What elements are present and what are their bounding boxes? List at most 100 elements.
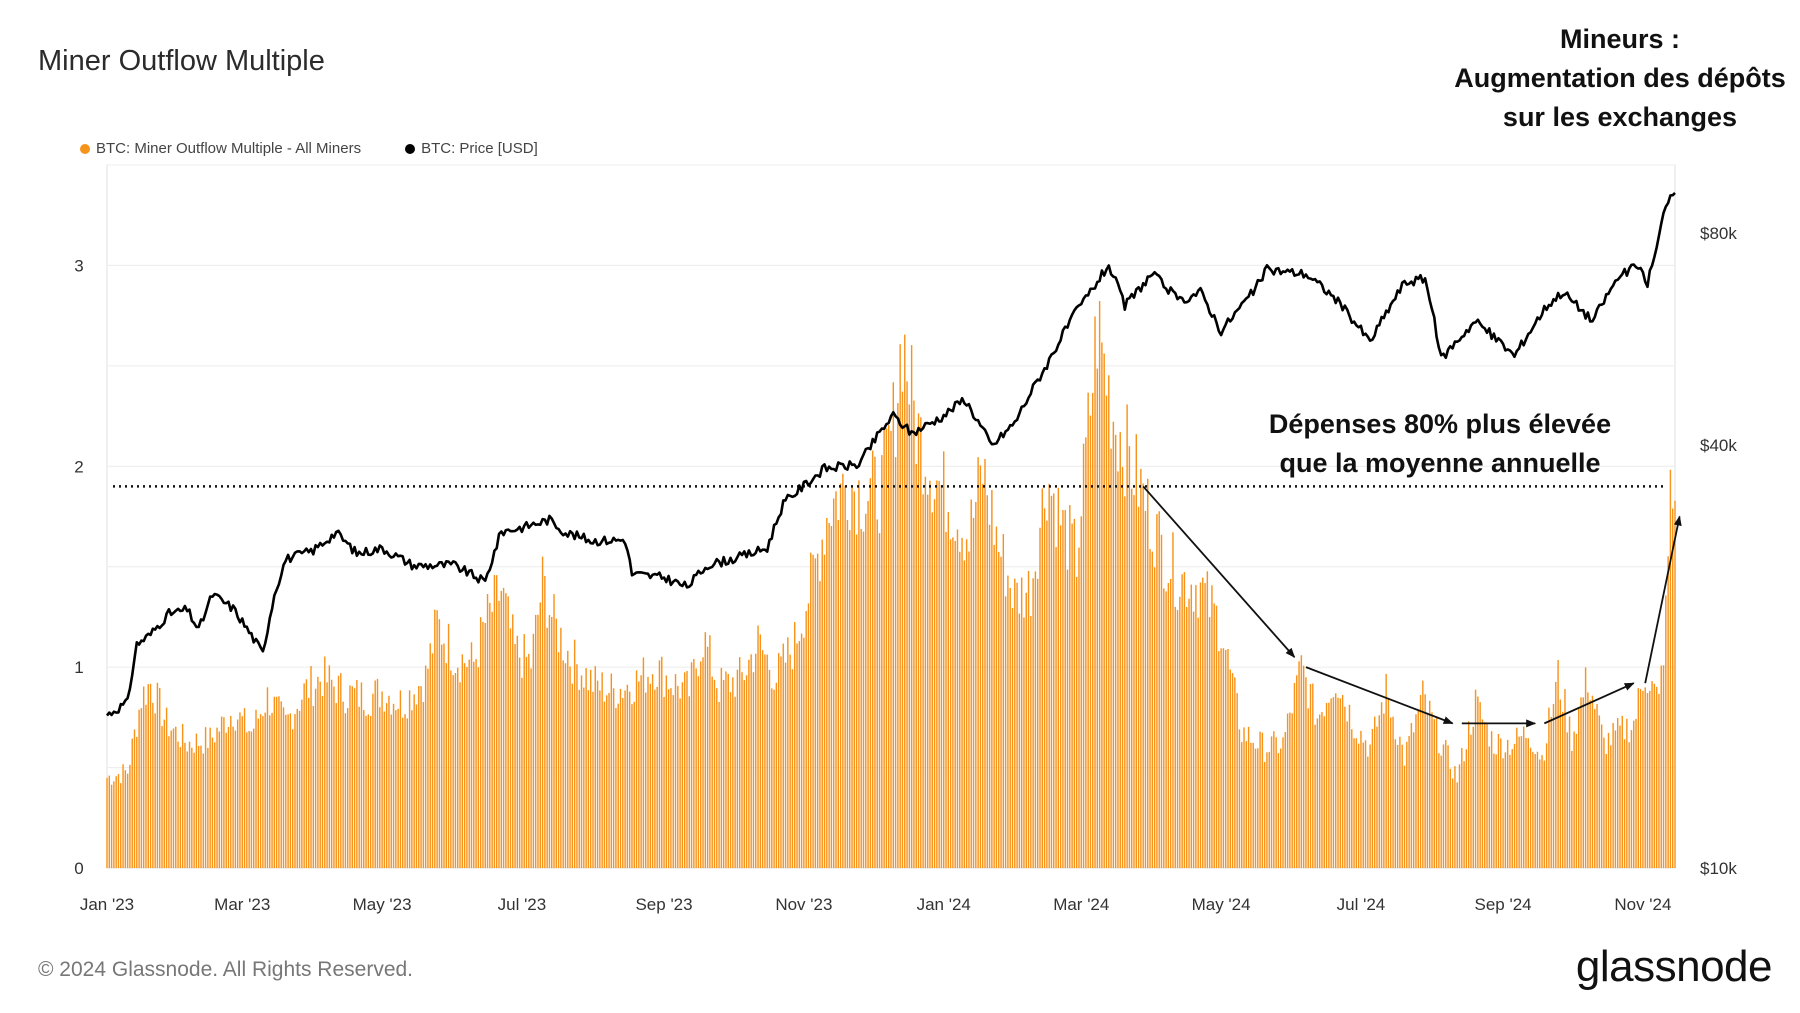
outflow-bar xyxy=(509,628,512,868)
outflow-bar xyxy=(959,551,961,868)
outflow-bar xyxy=(1151,551,1154,868)
outflow-bar xyxy=(200,745,202,868)
outflow-bar xyxy=(1298,661,1300,868)
y-left-tick-label: 3 xyxy=(74,256,83,275)
outflow-bar xyxy=(1500,738,1502,868)
chart-title: Miner Outflow Multiple xyxy=(38,45,325,77)
outflow-bar xyxy=(374,680,376,868)
outflow-bar xyxy=(933,499,936,868)
outflow-bar xyxy=(415,704,418,868)
legend-item-price[interactable]: BTC: Price [USD] xyxy=(405,140,538,157)
outflow-bar xyxy=(466,666,468,868)
outflow-bar xyxy=(601,672,603,868)
outflow-bar xyxy=(106,777,108,868)
outflow-bar xyxy=(1293,682,1296,868)
outflow-bar xyxy=(399,690,402,868)
outflow-bar xyxy=(1153,567,1156,868)
outflow-bar xyxy=(1403,765,1406,868)
outflow-bar xyxy=(910,345,913,869)
outflow-bar xyxy=(862,531,865,868)
outflow-bar xyxy=(1025,592,1027,868)
outflow-bar xyxy=(713,679,716,868)
outflow-bar xyxy=(328,665,331,868)
outflow-bar xyxy=(1064,510,1066,868)
outflow-bar xyxy=(940,485,943,868)
outflow-bar xyxy=(686,670,688,868)
outflow-bar xyxy=(771,688,773,868)
outflow-bar xyxy=(1018,613,1021,868)
x-tick-label: Sep '23 xyxy=(635,895,692,914)
outflow-bar xyxy=(486,594,489,868)
outflow-bar xyxy=(617,703,619,868)
outflow-bar xyxy=(402,717,404,868)
outflow-bar xyxy=(1231,673,1234,868)
outflow-bar xyxy=(269,715,271,868)
outflow-bar xyxy=(700,661,702,868)
outflow-bar xyxy=(1605,753,1607,868)
x-tick-label: Jul '24 xyxy=(1337,895,1386,914)
outflow-bar xyxy=(1119,432,1121,868)
outflow-bar xyxy=(954,541,956,868)
outflow-bar xyxy=(1474,689,1477,868)
outflow-bar xyxy=(314,688,317,868)
outflow-bar xyxy=(1490,731,1493,868)
legend-item-outflow[interactable]: BTC: Miner Outflow Multiple - All Miners xyxy=(80,140,361,157)
outflow-bar xyxy=(1539,759,1541,868)
outflow-bar xyxy=(1504,752,1507,868)
outflow-bar xyxy=(1396,744,1399,868)
outflow-bar xyxy=(1671,508,1674,868)
outflow-bar xyxy=(1309,683,1312,868)
outflow-bar xyxy=(1169,578,1172,868)
outflow-bar xyxy=(1422,680,1424,868)
outflow-bar xyxy=(1279,748,1282,868)
outflow-bar xyxy=(1461,748,1463,868)
outflow-bar xyxy=(406,718,409,868)
outflow-bar xyxy=(1578,708,1580,868)
outflow-bar xyxy=(722,679,725,868)
outflow-bar xyxy=(1284,732,1287,868)
outflow-bar xyxy=(560,627,562,868)
outflow-bar xyxy=(906,381,908,868)
outflow-bar xyxy=(285,714,287,868)
outflow-bar xyxy=(1062,510,1064,868)
outflow-bar xyxy=(1364,740,1367,868)
outflow-bar xyxy=(1316,718,1319,868)
outflow-bar xyxy=(1105,395,1108,868)
outflow-bar xyxy=(853,491,856,868)
outflow-bar xyxy=(1117,471,1119,868)
outflow-bar xyxy=(1438,753,1440,868)
outflow-bar xyxy=(193,752,195,868)
outflow-bar xyxy=(1335,693,1337,868)
outflow-bar xyxy=(287,714,289,868)
outflow-bar xyxy=(1199,582,1202,868)
outflow-bar xyxy=(514,644,516,868)
outflow-bar xyxy=(516,635,519,868)
outflow-bar xyxy=(780,656,782,868)
x-tick-label: May '23 xyxy=(353,895,412,914)
outflow-bar xyxy=(122,764,124,868)
outflow-bar xyxy=(1571,750,1573,868)
outflow-bar xyxy=(197,745,200,868)
outflow-bar xyxy=(755,653,757,868)
outflow-bar xyxy=(1502,758,1504,868)
outflow-bar xyxy=(926,494,929,868)
outflow-bar xyxy=(972,517,975,868)
outflow-bar xyxy=(1568,716,1571,868)
callout-line-3: sur les exchanges xyxy=(1502,102,1738,132)
outflow-bar xyxy=(612,688,615,868)
outflow-bar xyxy=(1454,766,1456,868)
outflow-bar xyxy=(1525,737,1527,868)
chart-legend: BTC: Miner Outflow Multiple - All Miners… xyxy=(80,140,538,157)
outflow-bar xyxy=(745,675,748,868)
outflow-bar xyxy=(340,673,342,868)
outflow-bar xyxy=(619,688,622,868)
outflow-bar xyxy=(759,634,762,868)
outflow-bar xyxy=(1009,588,1011,868)
outflow-bar xyxy=(291,729,294,868)
outflow-bar xyxy=(241,716,243,868)
outflow-bar xyxy=(775,682,778,868)
outflow-bar xyxy=(310,666,312,868)
outflow-bar xyxy=(599,690,601,868)
outflow-bar xyxy=(913,400,915,868)
outflow-bar xyxy=(1529,747,1532,868)
